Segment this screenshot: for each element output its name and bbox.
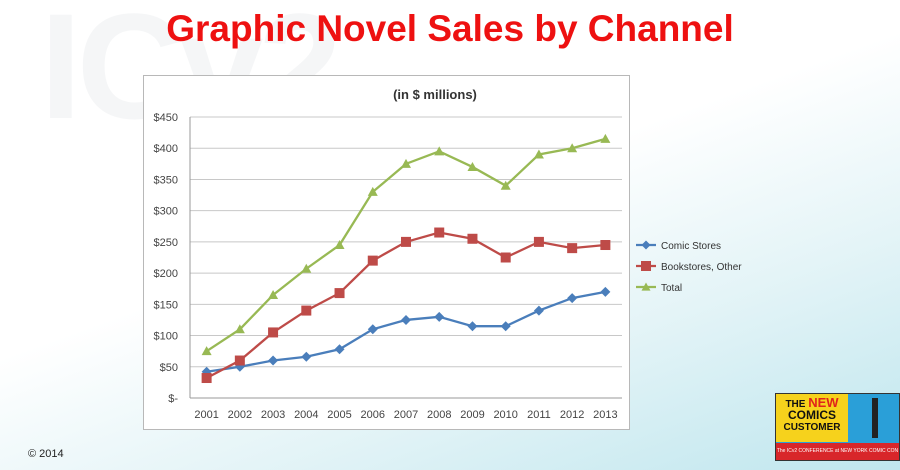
- statue-of-liberty-icon: [872, 398, 878, 438]
- x-tick-label: 2011: [527, 409, 551, 421]
- logo-text: THE: [785, 399, 806, 410]
- y-tick-label: $300: [154, 206, 178, 218]
- logo-text: CUSTOMER: [783, 422, 841, 433]
- data-point-square: [334, 288, 345, 299]
- data-point-diamond: [500, 321, 511, 332]
- data-point-diamond: [334, 344, 345, 355]
- data-point-diamond: [567, 293, 578, 304]
- x-tick-label: 2004: [294, 409, 318, 421]
- data-point-triangle: [567, 143, 578, 153]
- legend-label: Total: [661, 283, 682, 294]
- data-point-triangle: [600, 133, 611, 143]
- data-point-diamond: [268, 355, 279, 366]
- x-tick-label: 2006: [361, 409, 385, 421]
- data-point-triangle: [268, 289, 279, 299]
- x-tick-label: 2013: [593, 409, 617, 421]
- logo-text: NEW: [808, 395, 839, 410]
- copyright: © 2014: [28, 448, 64, 460]
- data-point-diamond: [301, 351, 312, 362]
- y-tick-label: $250: [154, 237, 178, 249]
- data-point-diamond: [533, 305, 544, 316]
- x-tick-label: 2002: [228, 409, 252, 421]
- legend-label: Bookstores, Other: [661, 262, 742, 273]
- data-point-square: [641, 261, 651, 271]
- logo-tagline: The ICv2 CONFERENCE at NEW YORK COMIC CO…: [776, 443, 899, 460]
- data-point-triangle: [500, 180, 511, 190]
- y-tick-label: $50: [160, 362, 178, 374]
- data-point-triangle: [533, 149, 544, 159]
- data-point-square: [500, 252, 511, 263]
- data-point-square: [268, 327, 279, 338]
- x-tick-label: 2010: [493, 409, 517, 421]
- data-point-triangle: [201, 346, 212, 356]
- x-tick-label: 2005: [327, 409, 351, 421]
- data-point-square: [600, 240, 611, 251]
- data-point-square: [201, 373, 212, 384]
- x-tick-label: 2009: [460, 409, 484, 421]
- data-point-square: [367, 255, 378, 266]
- data-point-diamond: [641, 240, 651, 250]
- chart-title: (in $ millions): [393, 87, 477, 102]
- data-point-diamond: [367, 324, 378, 335]
- data-point-diamond: [434, 311, 445, 322]
- data-point-triangle: [234, 324, 245, 334]
- data-point-square: [533, 236, 544, 247]
- data-point-square: [401, 236, 411, 247]
- y-tick-label: $150: [154, 299, 178, 311]
- y-tick-label: $100: [154, 331, 178, 343]
- data-point-diamond: [600, 286, 611, 297]
- data-point-square: [434, 227, 445, 238]
- x-tick-label: 2012: [560, 409, 584, 421]
- y-tick-label: $400: [154, 143, 178, 155]
- data-point-triangle: [301, 263, 312, 273]
- x-tick-label: 2001: [194, 409, 218, 421]
- data-point-diamond: [401, 314, 411, 325]
- data-point-triangle: [401, 158, 411, 168]
- x-tick-label: 2003: [261, 409, 285, 421]
- page-title: Graphic Novel Sales by Channel: [166, 8, 734, 49]
- data-point-triangle: [467, 161, 478, 171]
- data-point-square: [234, 355, 245, 366]
- conference-logo: THE NEW COMICS CUSTOMER The ICv2 CONFERENC…: [775, 393, 900, 461]
- y-tick-label: $450: [154, 112, 178, 124]
- y-tick-label: $-: [168, 393, 178, 405]
- legend-label: Comic Stores: [661, 241, 721, 252]
- logo-text: COMICS: [788, 408, 836, 422]
- y-tick-label: $350: [154, 174, 178, 186]
- data-point-triangle: [434, 146, 445, 156]
- y-tick-label: $200: [154, 268, 178, 280]
- series-line-1: [206, 231, 606, 380]
- data-point-square: [301, 305, 312, 316]
- data-point-triangle: [641, 282, 651, 291]
- data-point-triangle: [334, 240, 345, 250]
- x-tick-label: 2008: [427, 409, 451, 421]
- data-point-square: [467, 233, 478, 244]
- data-point-square: [567, 243, 578, 254]
- x-tick-label: 2007: [394, 409, 418, 421]
- data-point-diamond: [467, 321, 478, 332]
- data-point-triangle: [367, 186, 378, 196]
